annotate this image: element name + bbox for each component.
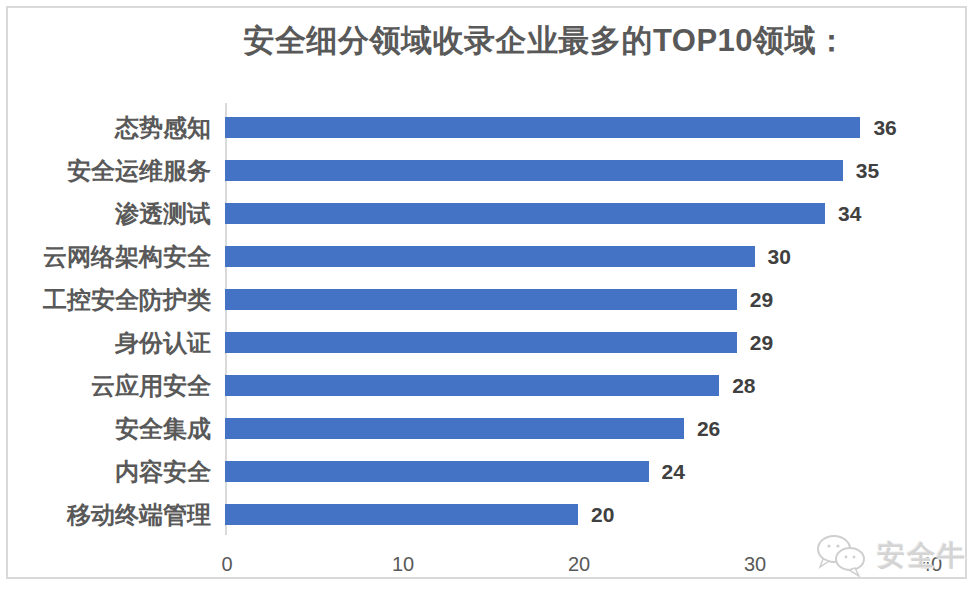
bar <box>225 203 825 224</box>
watermark: 安全牛 <box>813 532 967 580</box>
bar-row: 云应用安全 28 <box>8 364 931 407</box>
bar-value-label: 26 <box>697 417 720 441</box>
category-label: 云应用安全 <box>8 370 225 402</box>
bar-value-label: 28 <box>732 374 755 398</box>
bar-row: 云网络架构安全 30 <box>8 235 931 278</box>
x-axis-tick-label: 20 <box>568 553 590 576</box>
bar <box>225 289 737 310</box>
chart-title: 安全细分领域收录企业最多的TOP10领域： <box>8 20 965 62</box>
bar-track: 30 <box>225 235 931 278</box>
bar <box>225 246 755 267</box>
x-axis-tick-label: 10 <box>392 553 414 576</box>
bar-value-label: 20 <box>591 503 614 527</box>
bar-rows: 态势感知36安全运维服务35渗透测试34云网络架构安全30工控安全防护类29身份… <box>8 106 931 536</box>
bar <box>225 117 860 138</box>
bar-track: 24 <box>225 450 931 493</box>
category-label: 安全运维服务 <box>8 155 225 187</box>
category-label: 安全集成 <box>8 413 225 445</box>
bar-value-label: 30 <box>768 245 791 269</box>
bar-value-label: 35 <box>856 159 879 183</box>
bar-row: 安全运维服务 35 <box>8 149 931 192</box>
chat-bubbles-icon <box>813 532 871 580</box>
category-label: 工控安全防护类 <box>8 284 225 316</box>
category-label: 移动终端管理 <box>8 499 225 531</box>
bar <box>225 332 737 353</box>
category-label: 云网络架构安全 <box>8 241 225 273</box>
bar-value-label: 24 <box>662 460 685 484</box>
bar <box>225 504 578 525</box>
watermark-text: 安全牛 <box>877 537 967 575</box>
bar <box>225 160 843 181</box>
bar <box>225 375 719 396</box>
bar-row: 内容安全 24 <box>8 450 931 493</box>
category-label: 态势感知 <box>8 112 225 144</box>
bar-row: 移动终端管理 20 <box>8 493 931 536</box>
bar-track: 36 <box>225 106 931 149</box>
bar-value-label: 29 <box>750 331 773 355</box>
x-axis-tick-label: 0 <box>221 553 232 576</box>
bar-track: 34 <box>225 192 931 235</box>
bar-row: 渗透测试 34 <box>8 192 931 235</box>
bar-row: 工控安全防护类 29 <box>8 278 931 321</box>
bar <box>225 461 649 482</box>
bar-track: 29 <box>225 278 931 321</box>
chart-image: 安全细分领域收录企业最多的TOP10领域： 态势感知 36 安全运维服务 35 渗透测试… <box>0 0 979 594</box>
bar <box>225 418 684 439</box>
bar-row: 态势感知 36 <box>8 106 931 149</box>
bar-row: 安全集成 26 <box>8 407 931 450</box>
bar-track: 26 <box>225 407 931 450</box>
chart-frame: 安全细分领域收录企业最多的TOP10领域： 态势感知 36 安全运维服务 35 渗透测试… <box>6 6 967 579</box>
category-label: 渗透测试 <box>8 198 225 230</box>
bar-track: 35 <box>225 149 931 192</box>
x-axis-tick-label: 30 <box>744 553 766 576</box>
bar-track: 20 <box>225 493 931 536</box>
bar-row: 身份认证 29 <box>8 321 931 364</box>
bar-track: 28 <box>225 364 931 407</box>
category-label: 内容安全 <box>8 456 225 488</box>
bar-value-label: 29 <box>750 288 773 312</box>
bar-value-label: 36 <box>873 116 896 140</box>
category-label: 身份认证 <box>8 327 225 359</box>
bar-track: 29 <box>225 321 931 364</box>
bar-value-label: 34 <box>838 202 861 226</box>
